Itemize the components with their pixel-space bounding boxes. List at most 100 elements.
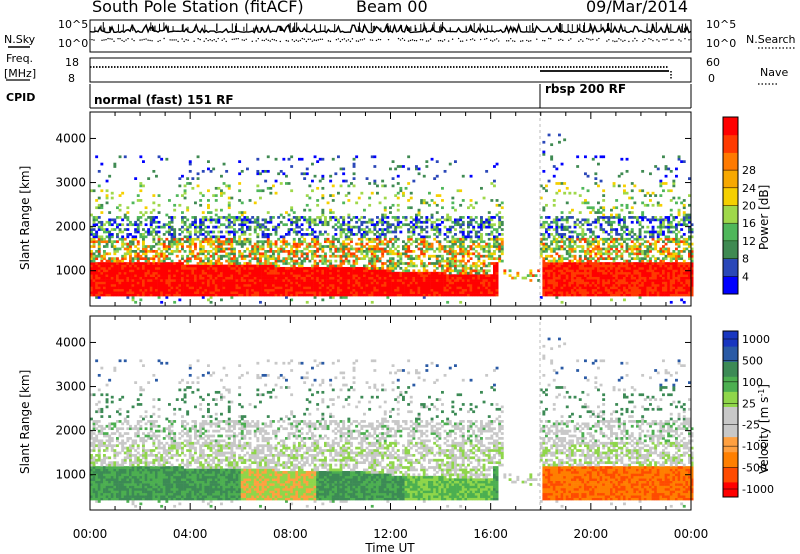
power-cell <box>565 262 569 265</box>
power-cell <box>394 225 398 229</box>
power-cell <box>108 218 112 222</box>
power-cell <box>342 259 346 263</box>
power-cell <box>298 283 301 287</box>
power-cell <box>487 281 491 285</box>
power-cell <box>490 283 494 287</box>
power-cell <box>443 274 447 277</box>
power-cell <box>381 293 385 297</box>
power-cell <box>152 279 156 282</box>
power-cell <box>313 283 317 287</box>
power-cell <box>266 245 270 248</box>
power-cell <box>152 259 156 263</box>
power-cell <box>285 233 288 236</box>
power-cell <box>568 237 572 241</box>
power-cell <box>285 279 288 282</box>
power-cell <box>383 216 387 219</box>
power-cell <box>113 279 117 282</box>
power-cell <box>123 274 127 277</box>
power-cell <box>404 276 408 280</box>
power-cell <box>217 286 221 290</box>
power-cell <box>147 264 151 268</box>
power-cell <box>347 242 351 246</box>
power-cell <box>173 266 177 270</box>
power-cell <box>147 230 151 234</box>
power-cell <box>272 225 275 229</box>
power-cell <box>542 250 546 253</box>
power-cell <box>188 264 192 268</box>
power-cell <box>298 266 301 270</box>
power-cell <box>474 250 478 253</box>
power-cell <box>318 242 322 246</box>
power-cell <box>316 269 320 273</box>
noise-search-point <box>644 38 646 41</box>
power-cell <box>238 172 242 176</box>
power-cell <box>331 291 335 294</box>
power-cell <box>118 291 122 294</box>
power-cell <box>339 281 343 285</box>
power-cell <box>576 165 580 168</box>
power-cell <box>134 291 138 294</box>
power-cell <box>558 245 561 248</box>
power-cell <box>347 235 351 239</box>
power-cell <box>456 269 460 273</box>
power-cell <box>430 281 434 285</box>
power-cell <box>238 288 242 292</box>
power-cell <box>168 252 171 256</box>
power-cell <box>217 262 221 265</box>
noise-search-point <box>526 39 528 42</box>
power-cell <box>292 279 296 282</box>
power-cell <box>454 250 457 253</box>
power-cell <box>157 279 161 282</box>
power-cell <box>142 257 145 261</box>
noise-search-point <box>461 40 464 42</box>
power-cell <box>160 281 164 285</box>
power-cell <box>256 247 260 251</box>
power-cell <box>337 286 340 290</box>
power-cell <box>555 230 559 234</box>
power-cell <box>92 259 96 263</box>
power-cell <box>243 279 247 282</box>
power-cell <box>282 216 286 219</box>
power-cell <box>487 264 491 268</box>
power-cell <box>121 230 125 234</box>
power-cell <box>344 252 348 256</box>
power-cell <box>422 242 426 246</box>
power-cell <box>212 167 216 171</box>
power-cell <box>378 220 382 224</box>
power-cell <box>147 283 151 287</box>
power-cell <box>201 296 205 299</box>
power-cell <box>214 259 218 263</box>
power-cell <box>212 254 216 258</box>
power-cell <box>282 247 286 251</box>
power-cell <box>344 271 348 275</box>
power-cell <box>233 286 236 290</box>
power-cell <box>160 259 164 263</box>
power-cell <box>493 279 496 282</box>
power-cell <box>259 291 262 294</box>
power-cell <box>415 283 418 287</box>
power-cell <box>433 274 437 277</box>
power-cell <box>313 252 317 256</box>
power-cell <box>311 228 314 231</box>
power-cell <box>576 276 580 280</box>
power-cell <box>264 252 268 256</box>
power-cell <box>430 283 434 287</box>
power-cell <box>456 271 460 275</box>
power-cell <box>425 165 429 168</box>
power-cell <box>378 269 382 273</box>
power-cell <box>149 269 153 273</box>
power-cell <box>256 269 260 273</box>
power-cell <box>415 218 418 222</box>
power-cell <box>100 225 104 229</box>
power-cell <box>100 291 104 294</box>
power-cell <box>373 279 377 282</box>
power-cell <box>448 257 452 261</box>
power-cell <box>204 225 208 229</box>
noise-search-point <box>287 40 290 42</box>
power-cell <box>303 276 307 280</box>
power-cell <box>139 199 143 202</box>
noise-search-point <box>141 39 143 41</box>
power-cell <box>454 218 457 222</box>
noise-search-point <box>636 39 638 42</box>
power-cell <box>116 223 119 227</box>
